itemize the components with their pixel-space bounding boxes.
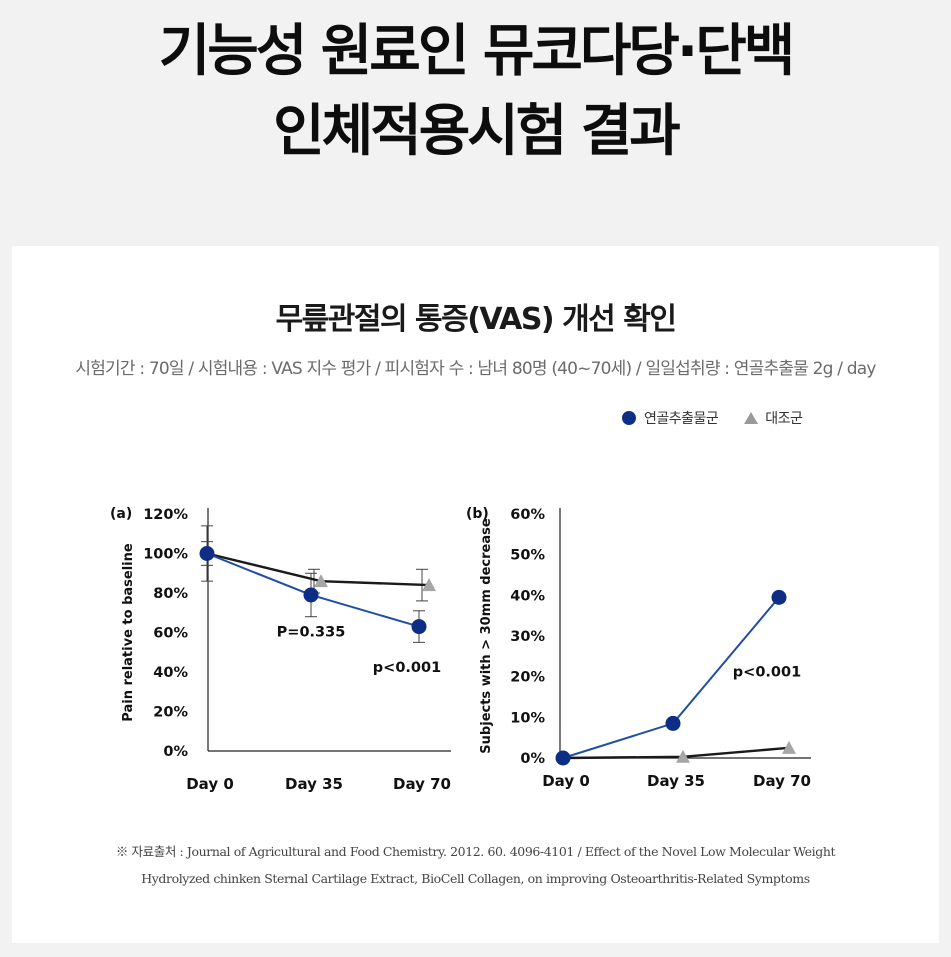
headline-line-2: 인체적용시험 결과 — [273, 99, 681, 164]
headline-line-1: 기능성 원료인 뮤코다당·단백 — [158, 19, 796, 84]
chart-a-xtick-label: Day 0 — [186, 775, 234, 793]
legend-treatment-label: 연골추출물군 — [644, 411, 719, 427]
legend-control-label: 대조군 — [765, 411, 803, 427]
chart-b-treatment-point — [555, 750, 571, 766]
chart-b-ytick-label: 10% — [510, 710, 545, 726]
chart-b-ytick-label: 40% — [510, 588, 545, 604]
chart-a-ytick-label: 0% — [163, 744, 188, 760]
chart-b-xtick-label: Day 70 — [753, 772, 811, 790]
chart-b-series-control-line — [562, 746, 790, 760]
headline: 기능성 원료인 뮤코다당·단백 인체적용시험 결과 — [0, 12, 951, 172]
chart-a-annotation: P=0.335 — [277, 624, 346, 640]
chart-a-ytick-label: 100% — [143, 547, 188, 563]
chart-b-control-point — [782, 740, 796, 754]
chart-a-xtick-label: Day 35 — [285, 775, 343, 793]
chart-legend: 연골추출물군 대조군 — [622, 408, 803, 428]
chart-b-ytick-label: 0% — [520, 751, 545, 767]
chart-b-ytick-label: 60% — [510, 507, 545, 523]
source-citation: ※ 자료출처 : Journal of Agricultural and Foo… — [12, 838, 939, 892]
chart-b-ytick-label: 20% — [510, 670, 545, 686]
source-line-2: Hydrolyzed chinken Sternal Cartilage Ext… — [141, 871, 810, 886]
chart-a-treatment-point — [199, 546, 215, 561]
chart-b-xtick-label: Day 0 — [542, 772, 590, 790]
trial-info: 시험기간 : 70일 / 시험내용 : VAS 지수 평가 / 피시험자 수 :… — [75, 359, 876, 379]
chart-a-ytick-label: 60% — [153, 626, 188, 642]
chart-b-control-point — [676, 749, 690, 763]
chart-b-treatment-point — [771, 589, 787, 605]
legend-triangle-icon — [744, 412, 759, 424]
chart-a-annotation: p<0.001 — [373, 660, 441, 676]
chart-a-control-point — [422, 578, 436, 592]
chart-b-xtick-label: Day 35 — [647, 772, 705, 790]
chart-b-treatment-point — [665, 715, 681, 731]
result-panel: 무릎관절의 통증(VAS) 개선 확인 시험기간 : 70일 / 시험내용 : … — [12, 246, 939, 943]
chart-a-ytick-label: 80% — [153, 586, 188, 602]
chart-a-treatment-point — [411, 619, 427, 635]
chart-a-treatment-point — [303, 587, 319, 603]
chart-a-ytick-label: 20% — [153, 705, 188, 721]
chart-a-panel-label: (a) — [110, 506, 132, 522]
chart-a-control-point — [314, 574, 328, 588]
chart-a-xtick-label: Day 70 — [393, 775, 451, 793]
source-line-1: ※ 자료출처 : Journal of Agricultural and Foo… — [115, 844, 836, 859]
legend-circle-icon — [622, 411, 636, 425]
chart-a-ytick-label: 40% — [153, 665, 188, 681]
chart-b-ytick-label: 30% — [510, 629, 545, 645]
chart-b-ylabel: Subjects with > 30mm decrease — [479, 518, 494, 754]
panel-title: 무릎관절의 통증(VAS) 개선 확인 — [275, 302, 677, 337]
chart-b-annotation: p<0.001 — [733, 665, 801, 681]
chart-b-ytick-label: 50% — [510, 548, 545, 564]
charts-canvas: (a) Pain relative to baseline 120% 100% 80% 6… — [110, 506, 811, 793]
chart-a-ytick-label: 120% — [143, 507, 188, 523]
chart-a-ylabel: Pain relative to baseline — [121, 543, 136, 722]
chart-b-panel-label: (b) — [466, 506, 489, 522]
